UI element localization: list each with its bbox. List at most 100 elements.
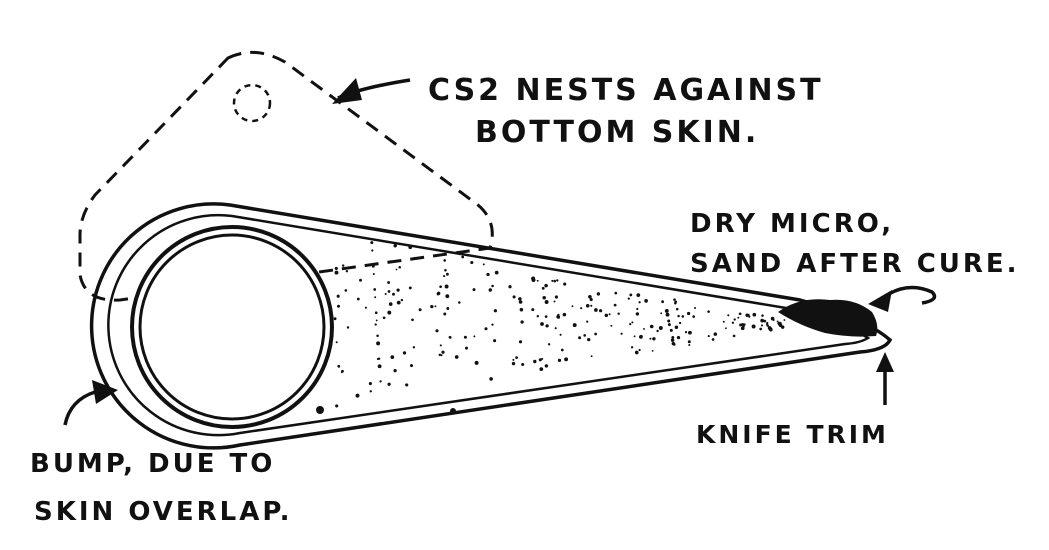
stipple-dot [627, 297, 630, 300]
stipple-dot [389, 260, 392, 263]
stipple-dot [760, 324, 764, 327]
cs2-dashed-outline [78, 50, 494, 302]
stipple-dot [518, 297, 522, 301]
stipple-dot [364, 306, 367, 309]
stipple-dot [340, 371, 343, 374]
stipple-dot [390, 355, 395, 359]
stipple-dot [491, 284, 494, 288]
stipple-dot [374, 311, 378, 315]
stipple-dot [444, 268, 447, 272]
stipple-dot [738, 312, 742, 316]
stipple-dot [373, 288, 377, 291]
dry-micro-blob [778, 299, 878, 337]
bump-leader-arrow [63, 390, 96, 426]
stipple-dot [693, 306, 697, 310]
stipple-dot [387, 290, 391, 293]
stipple-dot [686, 311, 691, 316]
stipple-dot [544, 364, 549, 368]
stipple-dot [396, 288, 400, 292]
bump-label-line2: SKIN OVERLAP. [34, 497, 293, 527]
stipple-dot [674, 302, 677, 305]
stipple-dot [681, 315, 685, 318]
stipple-dot [588, 294, 592, 299]
stipple-dot [508, 285, 512, 289]
stipple-dot [564, 357, 569, 362]
stipple-dot [732, 334, 736, 338]
stipple-dot [740, 326, 745, 331]
stipple-dot [688, 343, 691, 347]
stipple-dot [674, 325, 679, 330]
stipple-dot [664, 308, 669, 313]
stipple-dot [335, 341, 338, 344]
micro-label-line1: DRY MICRO, [690, 209, 894, 239]
stipple-dot [489, 377, 493, 381]
stipple-dot [334, 270, 339, 275]
stipple-dot [661, 300, 664, 304]
cs2-label-line1: CS2 NESTS AGAINST [428, 73, 824, 108]
stipple-dot [759, 327, 763, 331]
stipple-dot [585, 304, 590, 308]
stipple-dot [355, 393, 360, 398]
round-core-inner [138, 233, 326, 421]
stipple-dot [494, 270, 499, 275]
stipple-dot [688, 330, 692, 335]
stipple-dot [544, 300, 549, 304]
stipple-dot [418, 308, 422, 312]
stipple-dot [636, 307, 639, 311]
knife-trim-label: KNIFE TRIM [696, 420, 889, 449]
round-core-outer [130, 225, 334, 429]
stipple-dot [556, 279, 559, 282]
stipple-dot [557, 315, 561, 319]
stipple-dot [761, 314, 764, 317]
stipple-dot [667, 319, 671, 323]
stipple-dot [520, 320, 524, 324]
stipple-dot [521, 362, 525, 367]
stipple-dot [713, 332, 718, 336]
stipple-dot [739, 323, 743, 327]
stipple-dot [554, 295, 558, 299]
stipple-dot [493, 309, 498, 313]
stipple-dot [776, 320, 779, 323]
stipple-dot [763, 319, 767, 323]
stipple-dot [512, 295, 516, 299]
stipple-dot [540, 322, 544, 326]
stipple-dot [376, 341, 381, 346]
stipple-dot [752, 312, 757, 317]
stipple-dot [651, 349, 654, 352]
stipple-dot [769, 328, 772, 331]
stipple-dot [660, 312, 663, 315]
stipple-dot [727, 314, 730, 317]
cs2-label-line2: BOTTOM SKIN. [475, 115, 759, 150]
stipple-dot [458, 301, 461, 304]
stipple-dot [583, 334, 587, 337]
stipple-dot [392, 292, 395, 296]
stipple-dot [707, 335, 710, 338]
stipple-dot [346, 326, 350, 329]
stipple-dot [408, 245, 413, 250]
stipple-dot [745, 313, 749, 317]
stipple-dot [405, 383, 409, 387]
stipple-dot [387, 281, 391, 284]
stipple-dot [638, 348, 641, 352]
stipple-dot [465, 346, 468, 350]
stipple-dot [533, 359, 537, 364]
stipple-dot [678, 321, 682, 325]
stipple-dot [379, 380, 382, 383]
stipple-dot [560, 348, 564, 352]
micro-label-line2: SAND AFTER CURE. [690, 249, 1020, 279]
stipple-dot [408, 286, 412, 290]
stipple-dot [436, 292, 440, 296]
stipple-dot [692, 315, 696, 318]
stipple-dot [439, 285, 442, 289]
stipple-dot [620, 332, 623, 335]
stipple-dot [638, 334, 643, 339]
stipple-dot [384, 292, 387, 296]
stipple-dot [594, 332, 597, 336]
stipple-dot [398, 265, 401, 269]
stipple-dot [542, 296, 546, 300]
stipple-dot [670, 338, 675, 342]
stipple-dot [335, 404, 339, 408]
stipple-dot [493, 339, 497, 343]
stipple-dot [413, 256, 416, 260]
stipple-dot [722, 320, 725, 323]
